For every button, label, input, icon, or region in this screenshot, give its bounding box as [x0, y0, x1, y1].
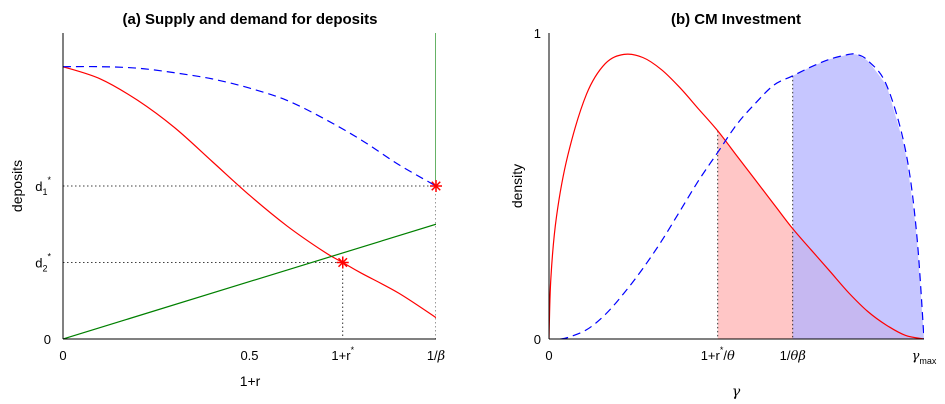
panel-b-ylabel: density	[509, 164, 525, 208]
panel-a-y-tick-label: d1*	[35, 175, 51, 197]
panel-b-y-tick-label: 1	[534, 26, 541, 41]
panel-a-series-2	[63, 223, 436, 339]
panel-a-x-tick-label: 0.5	[240, 348, 258, 363]
panel-a: (a) Supply and demand for deposits 0 0.5 1…	[9, 11, 445, 389]
panel-b: (b) CM Investment 0 1+r*/θ 1/θβ γmax 0 1 γ de…	[509, 11, 937, 400]
panel-a-plot-area	[63, 33, 436, 339]
panel-b-y-tick-label: 0	[534, 332, 541, 347]
panel-b-x-tick-label: 1+r*/θ	[701, 345, 735, 364]
panel-b-shaded-area-0	[717, 130, 924, 339]
panel-b-series-0	[549, 53, 924, 339]
panel-b-x-tick-label: 1/θβ	[780, 348, 806, 364]
panel-a-x-tick-label: 0	[59, 348, 66, 363]
panel-a-title: (a) Supply and demand for deposits	[122, 11, 377, 28]
panel-a-axes: 0 0.5 1+r* 1/β 0 d2* d1*	[35, 33, 445, 364]
panel-a-markers	[336, 180, 442, 269]
panel-b-series-1	[560, 53, 924, 339]
panel-a-series-1	[63, 65, 436, 187]
panel-a-ylabel: deposits	[9, 160, 25, 212]
panel-a-xlabel: 1+r	[240, 373, 261, 389]
panel-a-equilibrium-marker	[336, 256, 349, 269]
panel-b-shaded-area-1	[792, 54, 924, 339]
panel-b-x-tick-label: 0	[545, 348, 552, 363]
panel-b-x-tick-label: γmax	[912, 349, 937, 366]
panel-b-xlabel: γ	[732, 384, 741, 400]
panel-a-series-0	[63, 66, 436, 319]
panel-a-y-tick-label: 0	[44, 332, 51, 347]
panel-a-x-tick-label: 1/β	[427, 348, 445, 364]
panel-b-plot-area	[549, 53, 924, 339]
panel-b-axes: 0 1+r*/θ 1/θβ γmax 0 1	[534, 26, 937, 366]
panel-a-equilibrium-marker	[430, 180, 442, 192]
panel-a-y-tick-label: d2*	[35, 252, 51, 274]
panel-b-title: (b) CM Investment	[671, 11, 801, 28]
panel-a-x-tick-label: 1+r*	[331, 345, 354, 363]
